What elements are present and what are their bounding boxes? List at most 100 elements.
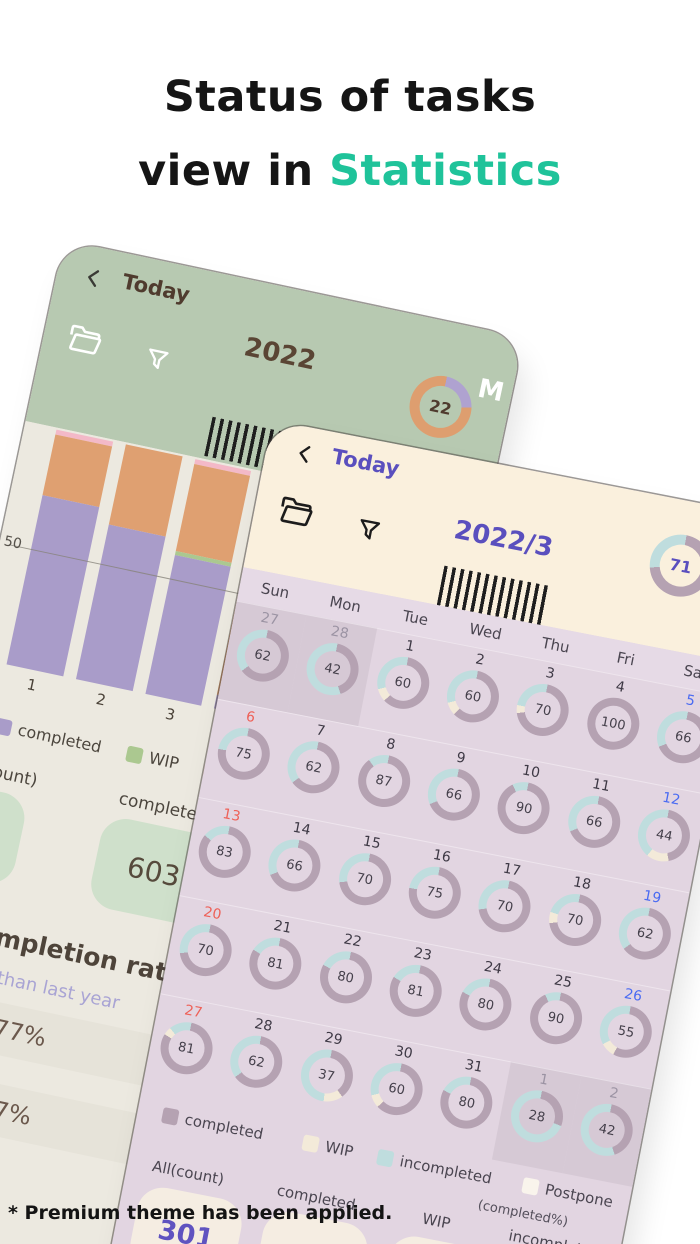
- title-line2: view in Statistics: [138, 146, 562, 196]
- statistics-year-screen: Today 2022 22 M 50 123456 completedWIPin…: [0, 240, 524, 1244]
- day-number: 26: [622, 985, 644, 1006]
- day-number: 2: [474, 651, 486, 669]
- day-number: 20: [202, 904, 223, 924]
- legend-swatch: [521, 1177, 540, 1196]
- day-number: 2: [608, 1084, 620, 1103]
- day-number: 29: [323, 1029, 344, 1049]
- day-number: 28: [329, 623, 351, 643]
- legend-swatch: [375, 1148, 395, 1168]
- day-number: 25: [552, 972, 574, 992]
- day-progress-donut: 62: [283, 736, 345, 798]
- day-progress-donut: 87: [353, 750, 415, 812]
- day-number: 17: [501, 860, 523, 880]
- day-number: 16: [431, 846, 453, 866]
- day-progress-donut: 42: [302, 638, 364, 700]
- bar-segment-incompleted: [42, 434, 112, 508]
- day-progress-donut: 70: [544, 889, 606, 951]
- stat-label: WIP: [420, 1209, 452, 1233]
- statistics-month-screen: Today 2022/3 71 Sun Mon Tue Wed Thu Fri Sat 27…: [62, 420, 700, 1244]
- x-axis-label: 1: [25, 675, 39, 695]
- bar-segment-incompleted: [108, 444, 183, 537]
- day-number: 24: [482, 958, 504, 978]
- day-number: 23: [412, 945, 434, 965]
- day-number: 11: [590, 775, 612, 796]
- legend-item-wip: WIP: [124, 743, 181, 773]
- day-progress-donut: 62: [614, 903, 676, 965]
- day-number: 22: [342, 931, 363, 951]
- stat-card: [377, 1232, 498, 1244]
- day-progress-donut: 90: [525, 987, 587, 1049]
- day-number: 27: [259, 609, 280, 629]
- year-screen-header: Today 2022 22 M: [25, 240, 524, 519]
- x-axis-label: 3: [163, 704, 177, 725]
- day-progress-donut: 80: [315, 946, 377, 1008]
- day-progress-donut: 60: [366, 1058, 428, 1120]
- day-progress-donut: 66: [423, 764, 485, 826]
- title-highlight: Statistics: [329, 146, 562, 196]
- day-number: 28: [253, 1015, 274, 1036]
- day-number: 1: [403, 637, 416, 656]
- today-button[interactable]: Today: [329, 444, 402, 481]
- day-progress-donut: 100: [582, 693, 644, 755]
- day-progress-donut: 37: [296, 1044, 357, 1106]
- day-number: 9: [455, 749, 467, 767]
- day-number: 21: [272, 917, 293, 937]
- day-progress-donut: 70: [334, 848, 396, 910]
- day-progress-donut: 55: [595, 1001, 657, 1063]
- calendar-grid: 27 62 28 42 1 60 2 60 3 70 4 100 5 66 6 75 7 62 8 87 9 66 10 90…: [141, 600, 700, 1187]
- day-progress-donut: 75: [213, 723, 274, 785]
- day-progress-donut: 66: [563, 791, 625, 853]
- day-progress-donut: 28: [506, 1085, 568, 1147]
- legend-swatch: [160, 1107, 180, 1126]
- day-progress-donut: 70: [512, 679, 574, 741]
- day-progress-donut: 80: [455, 974, 517, 1036]
- day-number: 12: [660, 789, 682, 809]
- today-button[interactable]: Today: [120, 269, 192, 308]
- day-progress-donut: 44: [633, 804, 695, 866]
- premium-theme-footnote: * Premium theme has been applied.: [8, 1202, 393, 1224]
- stat-card: 3: [0, 774, 30, 888]
- day-number: 19: [641, 887, 663, 907]
- day-number: 8: [384, 735, 397, 754]
- day-number: 13: [221, 805, 242, 826]
- filter-funnel-icon[interactable]: [352, 514, 385, 547]
- stat-label: All(count): [0, 754, 40, 792]
- month-screen-header: Today 2022/3 71: [243, 420, 700, 663]
- day-number: 6: [244, 708, 257, 727]
- day-number: 14: [291, 819, 312, 839]
- day-progress-donut: 66: [264, 835, 326, 896]
- day-number: 18: [571, 874, 593, 894]
- day-progress-donut: 81: [244, 933, 306, 995]
- day-progress-donut: 62: [225, 1031, 287, 1093]
- day-progress-donut: 66: [652, 706, 700, 768]
- day-progress-donut: 60: [442, 665, 504, 727]
- day-progress-donut: 62: [232, 625, 294, 687]
- completed-percent-note: (completed%): [476, 1197, 570, 1231]
- x-axis-label: 2: [94, 689, 108, 710]
- day-progress-donut: 90: [493, 777, 555, 839]
- legend-swatch: [124, 744, 144, 764]
- day-progress-donut: 42: [576, 1099, 638, 1161]
- legend-item-completed: completed: [0, 716, 103, 757]
- back-button-icon[interactable]: [292, 441, 318, 467]
- back-button-icon[interactable]: [81, 265, 107, 291]
- page-title: Status of tasks view in Statistics: [0, 60, 700, 208]
- stat-label: All(count): [150, 1157, 226, 1189]
- day-progress-donut: 81: [155, 1017, 217, 1079]
- day-progress-donut: 70: [174, 919, 236, 981]
- day-progress-donut: 81: [385, 960, 447, 1022]
- legend-swatch: [0, 717, 14, 737]
- day-progress-donut: 60: [372, 652, 434, 714]
- filter-funnel-icon[interactable]: [140, 343, 173, 376]
- day-number: 1: [538, 1071, 550, 1089]
- day-progress-donut: 70: [474, 875, 536, 937]
- y-axis-tick: 50: [2, 533, 24, 553]
- day-number: 27: [183, 1002, 204, 1022]
- open-folder-icon[interactable]: [276, 493, 317, 529]
- day-progress-donut: 75: [404, 862, 466, 924]
- title-line1: Status of tasks: [163, 72, 537, 122]
- open-folder-icon[interactable]: [65, 321, 106, 358]
- legend-swatch: [301, 1134, 321, 1154]
- bar-segment-completed: [145, 555, 232, 706]
- legend-item-postpone: Postpone: [521, 1176, 615, 1211]
